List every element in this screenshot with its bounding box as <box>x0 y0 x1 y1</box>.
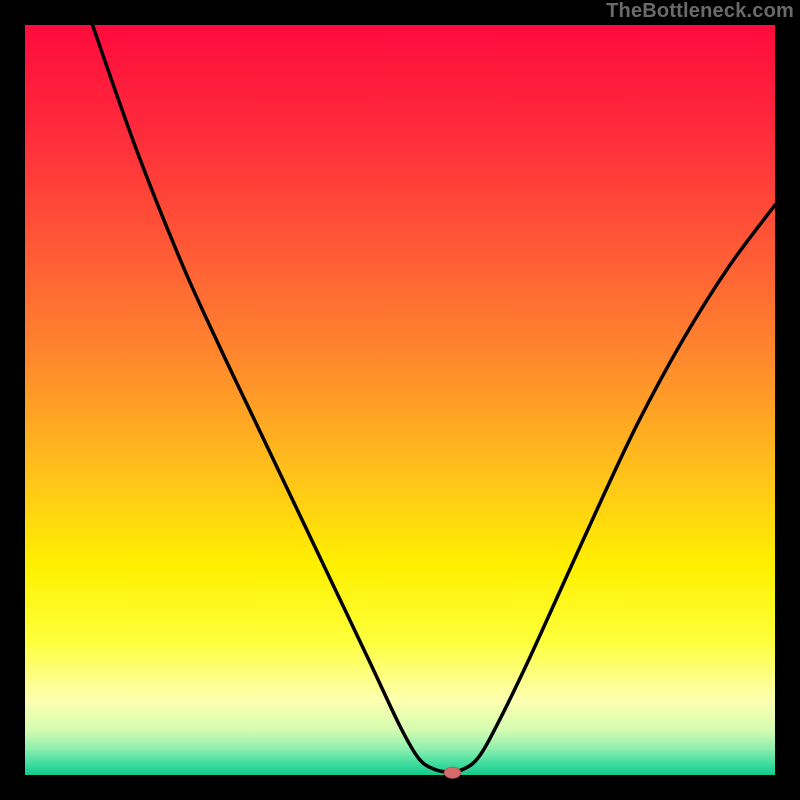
optimum-marker <box>444 767 461 778</box>
bottleneck-curve-chart <box>0 0 800 800</box>
chart-stage: TheBottleneck.com <box>0 0 800 800</box>
watermark-label: TheBottleneck.com <box>606 0 794 23</box>
gradient-background <box>25 25 775 775</box>
